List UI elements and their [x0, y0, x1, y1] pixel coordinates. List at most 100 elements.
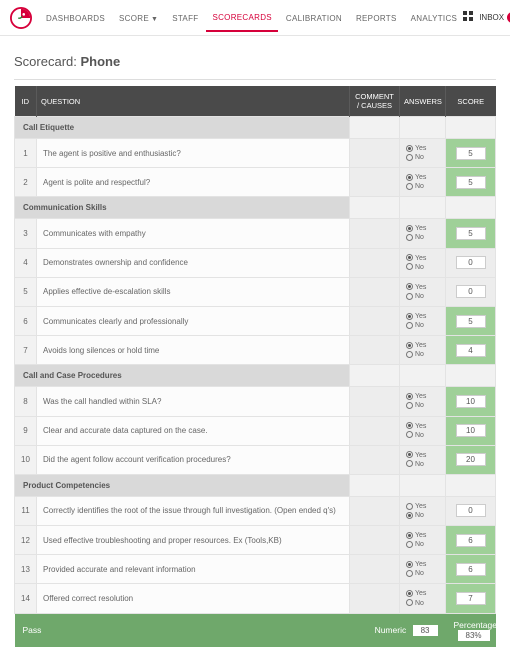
question-row: 11Correctly identifies the root of the i…	[15, 496, 496, 525]
row-comment[interactable]	[350, 496, 400, 525]
radio-no[interactable]	[406, 183, 413, 190]
section-row: Communication Skills	[15, 197, 496, 219]
row-id: 10	[15, 445, 37, 474]
radio-yes[interactable]	[406, 342, 413, 349]
row-comment[interactable]	[350, 248, 400, 277]
radio-no[interactable]	[406, 402, 413, 409]
row-score: 5	[446, 139, 496, 168]
radio-yes[interactable]	[406, 561, 413, 568]
row-comment[interactable]	[350, 219, 400, 248]
section-empty	[446, 474, 496, 496]
row-question: Avoids long silences or hold time	[37, 336, 350, 365]
row-score: 6	[446, 526, 496, 555]
row-answers[interactable]: YesNo	[400, 277, 446, 306]
row-answers[interactable]: YesNo	[400, 416, 446, 445]
nav-item-staff[interactable]: STAFF	[166, 4, 204, 31]
radio-yes[interactable]	[406, 393, 413, 400]
footer-percentage-label: Percentage	[454, 620, 497, 630]
section-empty	[350, 365, 400, 387]
nav-item-scorecards[interactable]: SCORECARDS	[206, 3, 277, 32]
inbox-link[interactable]: INBOX 1	[479, 12, 510, 23]
section-row: Call and Case Procedures	[15, 365, 496, 387]
row-answers[interactable]: YesNo	[400, 584, 446, 613]
row-comment[interactable]	[350, 139, 400, 168]
row-answers[interactable]: YesNo	[400, 168, 446, 197]
footer-row: Pass Numeric 83 Percentage 83%	[15, 613, 496, 647]
row-answers[interactable]: YesNo	[400, 387, 446, 416]
row-id: 8	[15, 387, 37, 416]
row-comment[interactable]	[350, 555, 400, 584]
radio-no[interactable]	[406, 512, 413, 519]
row-id: 4	[15, 248, 37, 277]
radio-no[interactable]	[406, 599, 413, 606]
radio-no[interactable]	[406, 351, 413, 358]
row-comment[interactable]	[350, 584, 400, 613]
nav-item-reports[interactable]: REPORTS	[350, 4, 403, 31]
radio-yes[interactable]	[406, 174, 413, 181]
app-logo	[10, 7, 32, 29]
question-row: 6Communicates clearly and professionally…	[15, 306, 496, 335]
row-comment[interactable]	[350, 387, 400, 416]
row-answers[interactable]: YesNo	[400, 219, 446, 248]
score-value: 6	[456, 563, 486, 576]
radio-yes[interactable]	[406, 254, 413, 261]
row-answers[interactable]: YesNo	[400, 445, 446, 474]
radio-no[interactable]	[406, 154, 413, 161]
score-value: 5	[456, 176, 486, 189]
nav-item-analytics[interactable]: ANALYTICS	[405, 4, 464, 31]
nav-item-score[interactable]: SCORE▼	[113, 4, 164, 31]
radio-no[interactable]	[406, 293, 413, 300]
radio-yes[interactable]	[406, 283, 413, 290]
radio-yes[interactable]	[406, 225, 413, 232]
row-answers[interactable]: YesNo	[400, 526, 446, 555]
radio-no[interactable]	[406, 322, 413, 329]
section-label: Product Competencies	[15, 474, 350, 496]
nav-item-calibration[interactable]: CALIBRATION	[280, 4, 348, 31]
row-question: Was the call handled within SLA?	[37, 387, 350, 416]
row-id: 2	[15, 168, 37, 197]
radio-no[interactable]	[406, 263, 413, 270]
score-value: 0	[456, 504, 486, 517]
radio-yes[interactable]	[406, 422, 413, 429]
radio-yes[interactable]	[406, 532, 413, 539]
radio-yes[interactable]	[406, 145, 413, 152]
radio-no[interactable]	[406, 431, 413, 438]
apps-icon[interactable]	[463, 11, 473, 24]
row-comment[interactable]	[350, 336, 400, 365]
row-comment[interactable]	[350, 277, 400, 306]
radio-yes[interactable]	[406, 313, 413, 320]
footer-numeric-label: Numeric	[375, 625, 407, 635]
score-value: 10	[456, 395, 486, 408]
row-answers[interactable]: YesNo	[400, 306, 446, 335]
section-empty	[400, 117, 446, 139]
radio-no[interactable]	[406, 234, 413, 241]
col-comment: COMMENT / CAUSES	[350, 86, 400, 117]
row-answers[interactable]: YesNo	[400, 248, 446, 277]
section-empty	[446, 365, 496, 387]
row-comment[interactable]	[350, 526, 400, 555]
row-answers[interactable]: YesNo	[400, 139, 446, 168]
row-comment[interactable]	[350, 306, 400, 335]
radio-yes[interactable]	[406, 590, 413, 597]
score-value: 5	[456, 147, 486, 160]
row-comment[interactable]	[350, 168, 400, 197]
radio-yes[interactable]	[406, 451, 413, 458]
row-comment[interactable]	[350, 416, 400, 445]
question-row: 13Provided accurate and relevant informa…	[15, 555, 496, 584]
score-value: 10	[456, 424, 486, 437]
row-comment[interactable]	[350, 445, 400, 474]
radio-yes[interactable]	[406, 503, 413, 510]
row-answers[interactable]: YesNo	[400, 336, 446, 365]
section-empty	[446, 117, 496, 139]
section-empty	[350, 474, 400, 496]
row-answers[interactable]: YesNo	[400, 555, 446, 584]
row-answers[interactable]: YesNo	[400, 496, 446, 525]
question-row: 2Agent is polite and respectful?YesNo5	[15, 168, 496, 197]
radio-no[interactable]	[406, 541, 413, 548]
radio-no[interactable]	[406, 570, 413, 577]
row-id: 14	[15, 584, 37, 613]
row-id: 12	[15, 526, 37, 555]
radio-no[interactable]	[406, 460, 413, 467]
footer-status: Pass	[15, 613, 350, 647]
nav-item-dashboards[interactable]: DASHBOARDS	[40, 4, 111, 31]
